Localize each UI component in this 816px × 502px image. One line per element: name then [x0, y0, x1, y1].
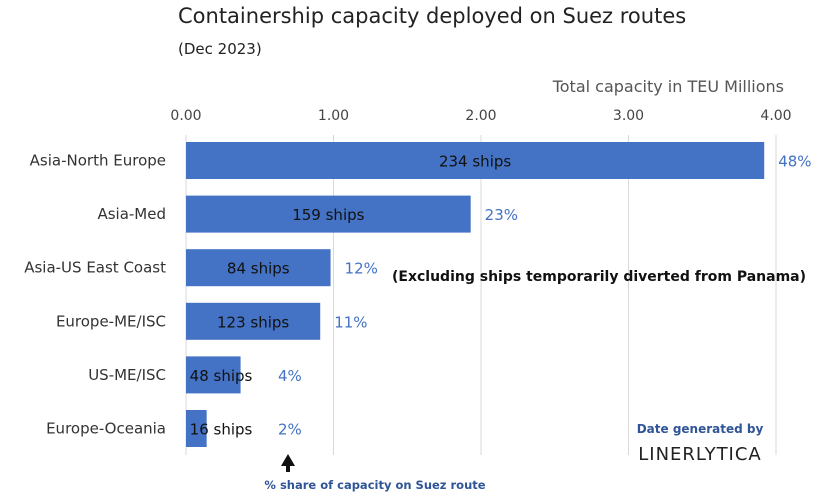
linerlytica-logo: LINERLYTICA: [638, 444, 762, 465]
up-arrow-icon: [281, 454, 295, 472]
share-label: 23%: [485, 206, 518, 224]
category-label: Asia-North Europe: [30, 152, 166, 170]
ships-label: 16 ships: [190, 421, 253, 439]
bar: [186, 356, 241, 394]
x-tick-label: 4.00: [760, 108, 791, 124]
chart-subtitle: (Dec 2023): [178, 40, 262, 58]
bar: [186, 195, 471, 233]
x-tick-label: 0.00: [170, 108, 201, 124]
category-label: US-ME/ISC: [88, 366, 166, 384]
x-axis-ticks: 0.00 1.00 2.00 3.00 4.00: [170, 108, 791, 124]
ships-label: 123 ships: [217, 313, 289, 331]
share-label: 48%: [778, 153, 811, 171]
category-label: Asia-US East Coast: [24, 259, 166, 277]
category-label: Europe-ME/ISC: [56, 312, 166, 330]
ships-label: 159 ships: [292, 206, 364, 224]
category-label: Asia-Med: [97, 205, 166, 223]
share-label: 12%: [345, 260, 378, 278]
gridlines: [185, 135, 777, 455]
share-label: 4%: [278, 367, 302, 385]
bar: [186, 410, 207, 447]
credit-line: Date generated by: [637, 422, 764, 436]
bar: [186, 249, 331, 287]
bars: [186, 142, 765, 447]
x-tick-label: 1.00: [318, 108, 349, 124]
ships-label: 234 ships: [439, 153, 511, 171]
share-note: % share of capacity on Suez route: [264, 478, 485, 492]
bar: [186, 302, 321, 340]
ships-label: 84 ships: [227, 260, 290, 278]
x-tick-label: 2.00: [465, 108, 496, 124]
share-label: 11%: [334, 313, 367, 331]
bar-labels: Asia-North Europe 234 ships 48% Asia-Med 159…: [24, 152, 811, 439]
category-label: Europe-Oceania: [46, 420, 166, 438]
x-tick-label: 3.00: [613, 108, 644, 124]
ships-label: 48 ships: [190, 367, 253, 385]
panama-note: (Excluding ships temporarily diverted fr…: [392, 269, 806, 285]
chart-title: Containership capacity deployed on Suez …: [178, 4, 687, 28]
x-axis-title: Total capacity in TEU Millions: [552, 77, 784, 96]
share-label: 2%: [278, 421, 302, 439]
bar: [186, 142, 765, 179]
